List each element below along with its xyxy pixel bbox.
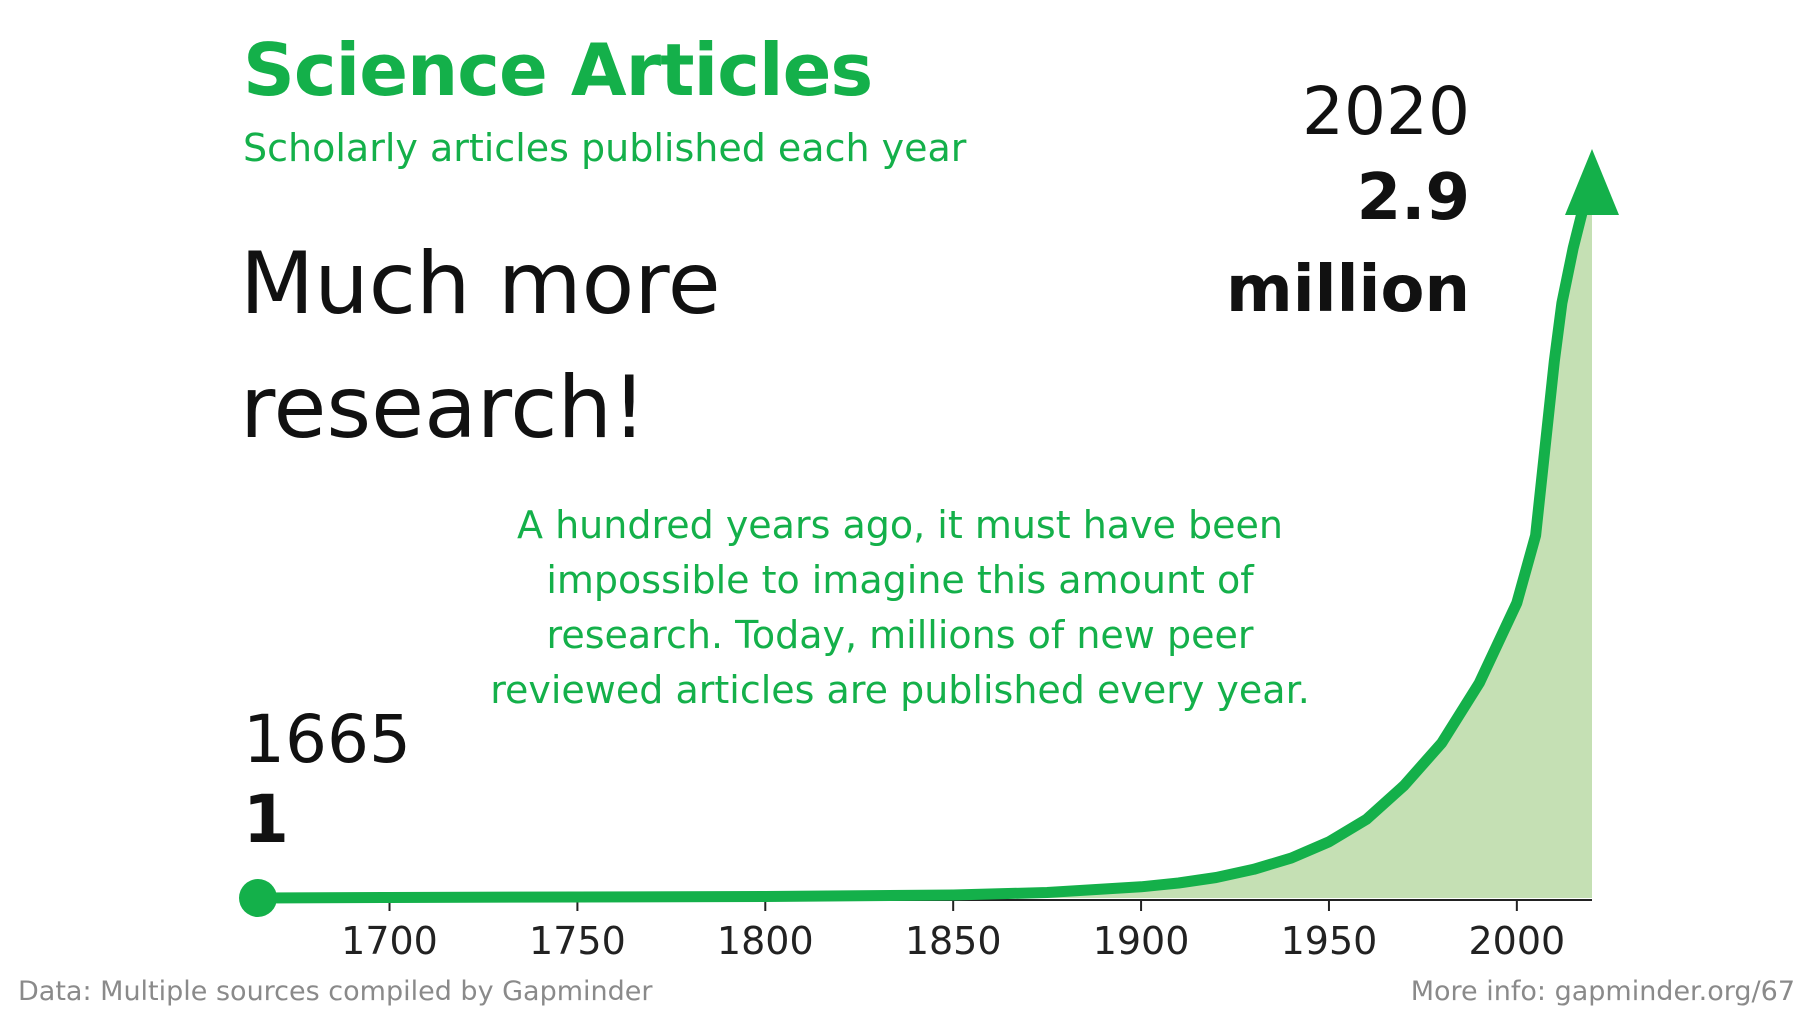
chart-subtitle: Scholarly articles published each year	[243, 126, 967, 170]
end-label: 2020 2.9 million	[1210, 72, 1470, 336]
x-tick-label: 2000	[1468, 919, 1565, 963]
x-tick-label: 1700	[341, 919, 438, 963]
headline: Much more research!	[240, 234, 721, 458]
chart-area-fill	[258, 173, 1592, 898]
data-source: Data: Multiple sources compiled by Gapmi…	[18, 976, 653, 1007]
x-tick-label: 1800	[717, 919, 814, 963]
chart-title: Science Articles	[243, 28, 873, 112]
more-info-link[interactable]: More info: gapminder.org/67	[1410, 976, 1795, 1007]
x-tick-label: 1750	[529, 919, 626, 963]
start-value: 1	[243, 781, 289, 858]
x-tick-label: 1950	[1281, 919, 1378, 963]
x-tick-label: 1850	[905, 919, 1002, 963]
start-point	[239, 878, 277, 917]
end-year: 2020	[1302, 73, 1470, 150]
x-tick-label: 1900	[1093, 919, 1190, 963]
x-axis-ticks: 1700 1750 1800 1850 1900 1950 2000	[341, 900, 1565, 963]
end-value: 2.9 million	[1226, 161, 1470, 327]
start-label: 1665 1	[243, 700, 411, 860]
series-line	[252, 167, 1598, 904]
start-year: 1665	[243, 701, 411, 778]
end-arrow-icon	[1565, 149, 1619, 215]
annotation: A hundred years ago, it must have been i…	[490, 503, 1310, 712]
